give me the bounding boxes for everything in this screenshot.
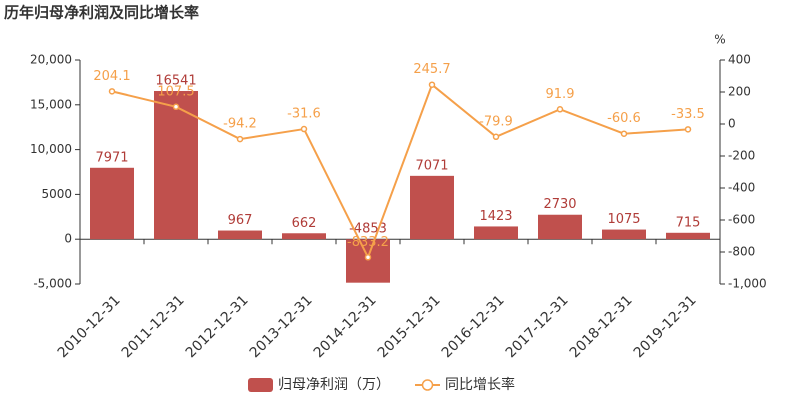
bar — [602, 229, 646, 240]
line-point — [236, 135, 244, 143]
line-point — [364, 254, 372, 261]
line-point — [684, 126, 692, 133]
y2-tick-label: -1,000 — [728, 277, 767, 291]
line-value-label: -60.6 — [607, 111, 641, 126]
line-point — [620, 130, 628, 137]
legend-swatch — [248, 378, 273, 392]
bar — [154, 90, 198, 240]
y-tick-label: 20,000 — [30, 53, 72, 67]
bar-value-label: 715 — [676, 215, 701, 230]
line — [111, 83, 689, 260]
x-tick-label: 2018-12-31 — [567, 292, 636, 361]
bar-value-label: 7971 — [95, 150, 128, 165]
y-tick-label: 15,000 — [30, 97, 72, 111]
x-tick-label: 2013-12-31 — [247, 292, 316, 361]
y2-tick-label: -200 — [728, 149, 755, 163]
chart-title: 历年归母净利润及同比增长率 — [4, 4, 199, 22]
line-value-label: 107.5 — [157, 84, 194, 99]
y-tick-label: 10,000 — [30, 142, 72, 156]
bar — [346, 239, 390, 283]
line-value-label: 91.9 — [546, 87, 575, 102]
y2-tick-label: 200 — [728, 85, 751, 99]
line-value-label: -79.9 — [479, 114, 513, 129]
x-tick-label: 2019-12-31 — [631, 292, 700, 361]
line-point — [172, 103, 180, 111]
y-tick-label: 0 — [64, 232, 72, 246]
line-value-label: -31.6 — [287, 107, 321, 122]
y2-axis-label: % — [714, 33, 725, 47]
bar — [538, 214, 582, 240]
line-value-label: 204.1 — [93, 69, 130, 84]
y2-tick-label: -400 — [728, 181, 755, 195]
x-tick-label: 2015-12-31 — [375, 292, 444, 361]
bar — [218, 230, 262, 240]
line-value-label: -94.2 — [223, 117, 257, 132]
line-value-label: -33.5 — [671, 107, 705, 122]
line-value-label: -833.2 — [347, 235, 389, 250]
bar-value-label: 16541 — [155, 73, 196, 88]
bar-value-label: 2730 — [543, 197, 576, 212]
y-tick-label: -5,000 — [33, 277, 72, 291]
x-tick-label: 2017-12-31 — [503, 292, 572, 361]
line-point — [492, 133, 500, 141]
bar-value-label: 1423 — [479, 209, 512, 224]
legend-swatch-point — [421, 379, 434, 391]
legend-label: 归母净利润（万） — [278, 376, 390, 393]
bar-value-label: 1075 — [607, 212, 640, 227]
bar — [90, 167, 134, 240]
y-tick-label: 5000 — [41, 187, 72, 201]
bar — [666, 232, 710, 240]
bar — [474, 226, 518, 240]
line-value-label: 245.7 — [413, 62, 450, 77]
x-tick-label: 2010-12-31 — [55, 292, 124, 361]
y2-tick-label: 400 — [728, 53, 751, 67]
x-tick-label: 2012-12-31 — [183, 292, 252, 361]
y2-tick-label: -800 — [728, 245, 755, 259]
bar — [410, 175, 454, 240]
x-tick-label: 2014-12-31 — [311, 292, 380, 361]
legend-label: 同比增长率 — [445, 376, 515, 393]
x-tick-label: 2011-12-31 — [119, 292, 188, 361]
bar — [282, 233, 326, 240]
x-tick-label: 2016-12-31 — [439, 292, 508, 361]
y2-tick-label: 0 — [728, 117, 736, 131]
bar-value-label: 662 — [292, 216, 317, 231]
line-point — [300, 125, 308, 133]
y2-tick-label: -600 — [728, 213, 755, 227]
line-point — [556, 106, 564, 113]
bar-value-label: 7071 — [415, 158, 448, 173]
line-point — [428, 81, 436, 88]
line-point — [108, 88, 116, 95]
bar-value-label: 967 — [228, 213, 253, 228]
